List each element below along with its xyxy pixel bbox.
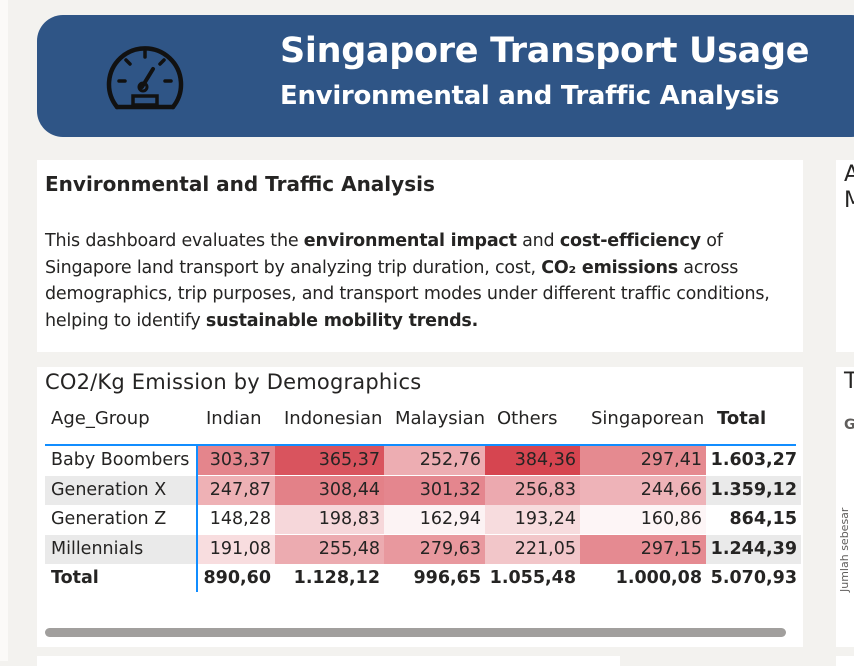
- heat-cell: 148,28: [198, 505, 275, 534]
- column-total: 1.000,08: [615, 568, 702, 588]
- row-total: 1.359,12: [706, 476, 801, 505]
- bottom-card-left: [37, 656, 620, 666]
- heat-cell: 297,15: [580, 535, 706, 564]
- column-header-indian: Indian: [206, 408, 262, 429]
- row-label: Baby Boombers: [51, 450, 190, 470]
- description-line: Singapore land transport by analyzing tr…: [45, 255, 795, 282]
- heat-cell: 198,83: [275, 505, 384, 534]
- description-segment: of: [700, 231, 723, 251]
- heat-cell: 255,48: [275, 535, 384, 564]
- right-card-chart-label: G: [844, 417, 854, 433]
- description-segment: This dashboard evaluates the: [45, 231, 304, 251]
- grand-total: 5.070,93: [710, 568, 797, 588]
- column-header-total: Total: [717, 408, 767, 429]
- row-label: Generation X: [45, 476, 197, 505]
- column-total: 890,60: [203, 568, 271, 588]
- heat-cell: 160,86: [580, 505, 706, 534]
- description-emphasis: CO₂ emissions: [541, 257, 678, 278]
- row-label: Millennials: [45, 535, 197, 564]
- right-card-axis-label: Jumlah sebesar: [838, 507, 851, 592]
- right-card-text-line1: A: [844, 162, 854, 187]
- heat-cell: 279,63: [384, 535, 485, 564]
- description-heading: Environmental and Traffic Analysis: [45, 172, 435, 196]
- dashboard-title: Singapore Transport Usage: [280, 31, 810, 71]
- horizontal-scrollbar[interactable]: [45, 628, 786, 637]
- column-header-singaporean: Singaporean: [591, 408, 705, 429]
- row-total: 1.603,27: [710, 450, 797, 470]
- column-total: 1.128,12: [293, 568, 380, 588]
- column-header-others: Others: [497, 408, 558, 429]
- bottom-card-right: [836, 656, 854, 666]
- matrix-title: CO2/Kg Emission by Demographics: [45, 370, 422, 394]
- row-header-divider: [196, 444, 198, 592]
- description-segment: demographics, trip purposes, and transpo…: [45, 284, 770, 305]
- description-segment: across: [677, 257, 739, 278]
- dashboard-subtitle: Environmental and Traffic Analysis: [280, 81, 780, 111]
- heat-cell: 365,37: [275, 446, 384, 475]
- right-card-chart-title: T: [844, 369, 854, 394]
- heat-cell: 256,83: [485, 476, 580, 505]
- right-card-top: A M: [836, 160, 854, 352]
- description-emphasis: environmental impact: [303, 231, 517, 251]
- right-card-text-line2: M: [844, 188, 854, 213]
- heat-cell: 308,44: [275, 476, 384, 505]
- row-label: Generation Z: [51, 509, 167, 529]
- description-text: This dashboard evaluates the environment…: [45, 228, 795, 334]
- heat-cell: 191,08: [198, 535, 275, 564]
- total-row-label: Total: [51, 568, 99, 588]
- header-banner: Singapore Transport Usage Environmental …: [37, 15, 854, 137]
- description-segment: Singapore land transport by analyzing tr…: [45, 257, 542, 278]
- heat-cell: 303,37: [198, 446, 275, 475]
- row-total: 864,15: [729, 509, 797, 529]
- description-segment: and: [516, 231, 560, 251]
- left-edge-strip: [0, 0, 8, 661]
- heat-cell: 252,76: [384, 446, 485, 475]
- speedometer-icon: [106, 46, 184, 110]
- row-total: 1.244,39: [706, 535, 801, 564]
- column-total: 996,65: [413, 568, 481, 588]
- description-line: demographics, trip purposes, and transpo…: [45, 281, 795, 308]
- description-segment: helping to identify: [45, 310, 206, 331]
- heat-cell: 247,87: [198, 476, 275, 505]
- description-line: helping to identify sustainable mobility…: [45, 308, 795, 335]
- description-card: Environmental and Traffic Analysis This …: [37, 160, 803, 352]
- description-emphasis: sustainable mobility trends.: [205, 310, 479, 331]
- heat-cell: 297,41: [580, 446, 706, 475]
- right-card-chart: T G Jumlah sebesar: [836, 367, 854, 647]
- heat-cell: 301,32: [384, 476, 485, 505]
- header-divider: [45, 444, 796, 446]
- row-header-label: Age_Group: [51, 408, 150, 429]
- description-line: This dashboard evaluates the environment…: [45, 228, 795, 255]
- column-total: 1.055,48: [489, 568, 576, 588]
- heat-cell: 162,94: [384, 505, 485, 534]
- heat-cell: 384,36: [485, 446, 580, 475]
- description-emphasis: cost-efficiency: [559, 231, 701, 251]
- column-header-indonesian: Indonesian: [284, 408, 383, 429]
- emission-matrix-card: CO2/Kg Emission by Demographics Age_Grou…: [37, 367, 803, 647]
- heat-cell: 193,24: [485, 505, 580, 534]
- heat-cell: 244,66: [580, 476, 706, 505]
- heat-cell: 221,05: [485, 535, 580, 564]
- column-header-malaysian: Malaysian: [395, 408, 486, 429]
